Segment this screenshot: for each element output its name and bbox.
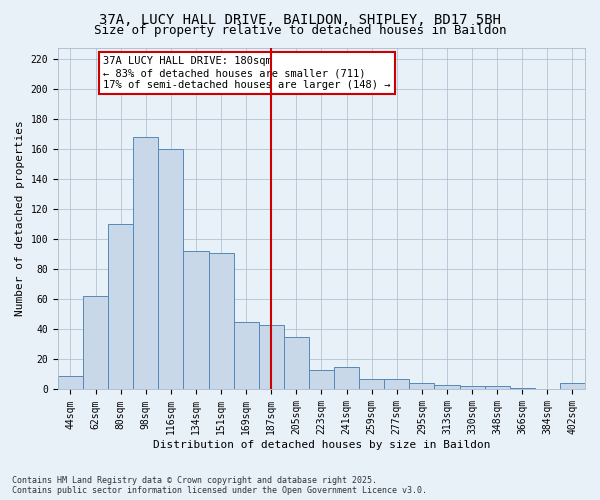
Bar: [485, 386, 510, 390]
Bar: [83, 296, 108, 390]
Text: Size of property relative to detached houses in Baildon: Size of property relative to detached ho…: [94, 24, 506, 37]
Bar: [384, 379, 409, 390]
Bar: [58, 376, 83, 390]
Bar: [108, 224, 133, 390]
Text: 37A, LUCY HALL DRIVE, BAILDON, SHIPLEY, BD17 5BH: 37A, LUCY HALL DRIVE, BAILDON, SHIPLEY, …: [99, 12, 501, 26]
X-axis label: Distribution of detached houses by size in Baildon: Distribution of detached houses by size …: [153, 440, 490, 450]
Text: Contains HM Land Registry data © Crown copyright and database right 2025.
Contai: Contains HM Land Registry data © Crown c…: [12, 476, 427, 495]
Bar: [133, 138, 158, 390]
Y-axis label: Number of detached properties: Number of detached properties: [15, 120, 25, 316]
Bar: [309, 370, 334, 390]
Bar: [158, 150, 184, 390]
Bar: [510, 388, 535, 390]
Bar: [233, 322, 259, 390]
Bar: [359, 379, 384, 390]
Bar: [209, 253, 233, 390]
Bar: [334, 367, 359, 390]
Bar: [284, 337, 309, 390]
Bar: [259, 325, 284, 390]
Bar: [184, 252, 209, 390]
Bar: [560, 384, 585, 390]
Bar: [434, 385, 460, 390]
Bar: [460, 386, 485, 390]
Text: 37A LUCY HALL DRIVE: 180sqm
← 83% of detached houses are smaller (711)
17% of se: 37A LUCY HALL DRIVE: 180sqm ← 83% of det…: [103, 56, 391, 90]
Bar: [409, 384, 434, 390]
